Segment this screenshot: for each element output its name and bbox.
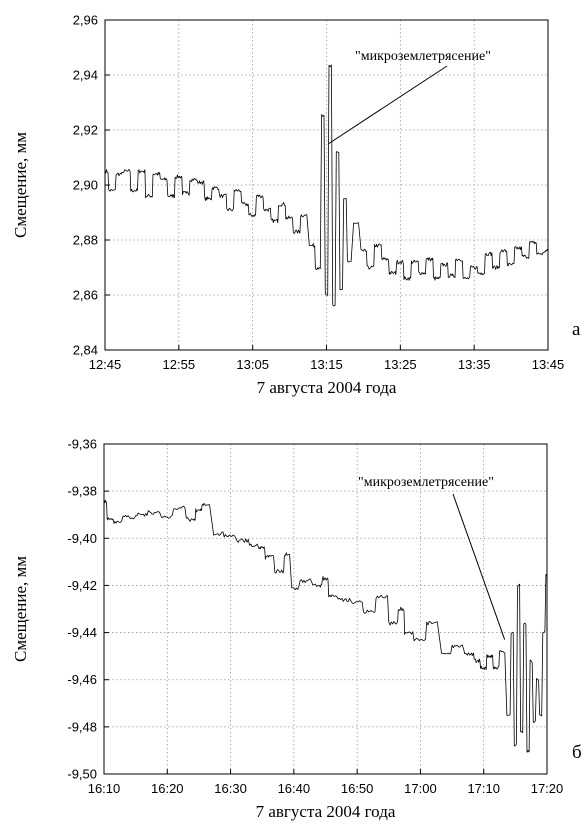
x-tick-label-b: 16:10: [88, 781, 121, 796]
y-tick-label-a: 2,88: [73, 233, 98, 248]
y-tick-label-a: 2,96: [73, 13, 98, 28]
x-tick-label-b: 17:20: [531, 781, 564, 796]
plot-frame-b: [103, 443, 548, 775]
annotation-arrow-b: [452, 493, 506, 640]
y-axis-label-b: Смещение, мм: [11, 556, 30, 662]
x-axis-label-b: 7 августа 2004 года: [256, 802, 396, 821]
chart-panel-a: 2,842,862,882,902,922,942,96 12:45 12:55 1…: [11, 13, 581, 398]
x-tick-label-a: 13:25: [384, 357, 417, 372]
y-tick-label-a: 2,84: [73, 343, 98, 358]
x-ticks-b: 16:10 16:20 16:30 16:40 16:50 17:00 17:10 17:20: [88, 769, 564, 796]
x-tick-label-a: 13:05: [236, 357, 269, 372]
x-tick-label-a: 13:15: [310, 357, 343, 372]
series-line-b: [103, 499, 548, 753]
y-axis-label-a: Смещение, мм: [11, 132, 30, 238]
x-axis-label-a: 7 августа 2004 года: [257, 378, 397, 397]
y-tick-label-b: -9,44: [67, 625, 97, 640]
annotation-label-a: "микроземлетрясение": [355, 49, 491, 64]
x-tick-label-b: 16:40: [278, 781, 311, 796]
x-tick-label-a: 13:45: [532, 357, 565, 372]
y-ticks-b: -9,50 -9,48 -9,46 -9,44 -9,42 -9,40 -9,38 -9,36: [67, 437, 109, 782]
x-tick-label-b: 16:20: [151, 781, 184, 796]
y-ticks-a: 2,84 2,86 2,88 2,90 2,92 2,94 2,96: [73, 13, 110, 358]
x-tick-label-b: 17:00: [404, 781, 437, 796]
x-tick-label-b: 17:10: [467, 781, 500, 796]
chart-panel-b: -9,50 -9,48 -9,46 -9,44 -9,42 -9,40 -9,38 -9,36…: [11, 437, 582, 822]
y-tick-label-b: -9,36: [67, 437, 97, 452]
series-b: [103, 499, 548, 753]
y-tick-label-a: 2,94: [73, 68, 98, 83]
annotation-arrow-a: [328, 65, 448, 145]
grid-lines-a: [105, 20, 548, 350]
panel-label-a: а: [572, 319, 581, 340]
series-line-a: [104, 64, 549, 307]
grid-lines-b: [104, 444, 547, 774]
y-tick-label-b: -9,48: [67, 719, 97, 734]
y-tick-label-a: 2,90: [73, 178, 98, 193]
series-a: [104, 64, 549, 307]
y-tick-label-a: 2,86: [73, 288, 98, 303]
x-tick-label-b: 16:30: [214, 781, 247, 796]
y-tick-label-b: -9,38: [67, 484, 97, 499]
y-tick-label-b: -9,42: [67, 578, 97, 593]
annotation-label-b: "микроземлетрясение": [358, 475, 494, 490]
x-ticks-a: 12:45 12:55 13:05 13:15 13:25 13:35 13:45: [89, 345, 565, 372]
x-tick-label-a: 13:35: [458, 357, 491, 372]
y-tick-label-a: 2,92: [73, 123, 98, 138]
panel-label-b: б: [572, 742, 582, 763]
x-tick-label-a: 12:55: [163, 357, 196, 372]
x-tick-label-a: 12:45: [89, 357, 122, 372]
y-tick-label-b: -9,40: [67, 531, 97, 546]
y-tick-label-b: -9,50: [67, 767, 97, 782]
y-tick-label-b: -9,46: [67, 672, 97, 687]
x-tick-label-b: 16:50: [341, 781, 374, 796]
